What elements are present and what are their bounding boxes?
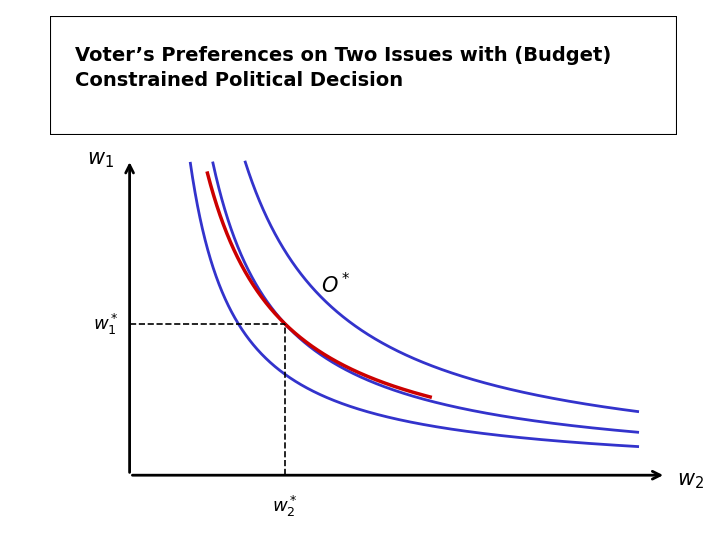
Text: $w_1$: $w_1$ [87, 150, 114, 170]
Text: $w_2$: $w_2$ [677, 470, 703, 491]
Text: Voter’s Preferences on Two Issues with (Budget)
Constrained Political Decision: Voter’s Preferences on Two Issues with (… [76, 46, 612, 90]
Text: $w_2^*$: $w_2^*$ [272, 494, 298, 519]
Text: $O^*$: $O^*$ [321, 272, 351, 297]
Text: $w_1^*$: $w_1^*$ [93, 312, 119, 336]
